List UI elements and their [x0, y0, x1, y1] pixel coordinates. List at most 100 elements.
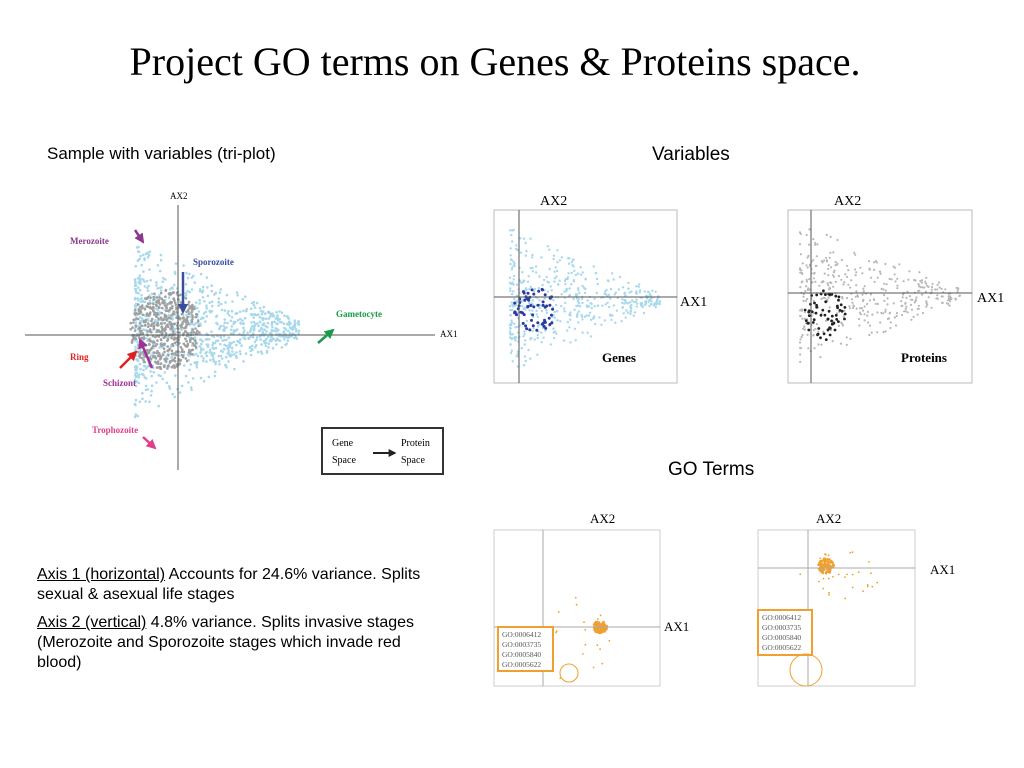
dot: [167, 335, 170, 339]
dot: [851, 301, 854, 304]
dot: [827, 577, 830, 580]
dot: [278, 339, 282, 343]
dot: [284, 343, 287, 347]
note: Axis 1 (horizontal) Accounts for 24.6% v…: [37, 565, 432, 605]
dot: [916, 307, 919, 310]
dot: [820, 297, 823, 300]
dot: [900, 300, 903, 303]
dot: [143, 307, 147, 311]
dot: [837, 295, 841, 299]
dot: [878, 270, 882, 273]
dot: [226, 346, 230, 350]
dot: [225, 293, 229, 297]
dot: [930, 285, 934, 289]
dot: [197, 331, 201, 334]
dot: [813, 243, 817, 246]
dot: [224, 301, 227, 304]
dot: [840, 278, 843, 281]
dot: [260, 312, 264, 316]
dot: [813, 347, 816, 350]
dot: [180, 328, 183, 332]
dot: [876, 302, 880, 306]
dot: [830, 281, 833, 285]
dot: [801, 317, 804, 320]
dot: [921, 286, 924, 289]
dot: [556, 319, 559, 322]
dot: [851, 586, 854, 589]
dot: [140, 329, 143, 333]
dot: [189, 363, 192, 366]
dot: [907, 278, 910, 281]
dot: [270, 339, 274, 342]
dot: [536, 315, 539, 319]
dot: [236, 319, 240, 322]
dot: [801, 333, 804, 337]
dot: [920, 279, 924, 282]
dot: [555, 303, 558, 307]
dot: [168, 387, 172, 390]
dot: [580, 313, 583, 317]
dot: [884, 330, 887, 333]
dot: [957, 287, 960, 290]
dot: [150, 292, 154, 296]
dot: [806, 297, 809, 301]
dot: [511, 333, 514, 336]
dot: [179, 346, 183, 349]
dot: [818, 562, 822, 565]
dot: [521, 300, 524, 303]
axis-label: AX1: [664, 619, 689, 634]
dot: [552, 314, 556, 317]
dot: [524, 287, 528, 290]
dot: [297, 332, 300, 335]
dot: [167, 385, 171, 388]
dot: [520, 347, 523, 350]
dot: [520, 281, 523, 284]
dot: [540, 287, 544, 291]
dot: [188, 272, 191, 276]
dot: [642, 311, 646, 315]
dot: [171, 344, 175, 348]
dot: [583, 621, 585, 624]
dot: [910, 318, 913, 321]
dot: [137, 292, 140, 295]
dot: [251, 348, 254, 352]
dot: [547, 316, 551, 320]
dot: [940, 295, 943, 298]
dot: [652, 304, 655, 307]
dot: [227, 336, 231, 340]
dot: [297, 323, 301, 326]
dot: [858, 317, 861, 321]
dot: [587, 314, 591, 317]
dot: [820, 343, 823, 346]
dot: [166, 303, 169, 306]
dot: [866, 310, 870, 313]
dot: [542, 336, 545, 339]
dot: [828, 326, 831, 330]
dot: [531, 256, 534, 259]
dot: [805, 264, 808, 267]
slide-title: Project GO terms on Genes & Proteins spa…: [129, 39, 861, 84]
dot: [570, 283, 573, 286]
dot: [519, 237, 522, 240]
dot: [538, 323, 541, 326]
dot: [147, 351, 151, 355]
dot: [219, 342, 222, 346]
dot: [555, 310, 559, 313]
dot: [166, 323, 169, 327]
dot: [623, 302, 626, 305]
dot: [193, 339, 197, 342]
dot: [548, 248, 551, 251]
dot: [166, 337, 170, 341]
dot: [607, 279, 610, 283]
dot: [201, 316, 205, 319]
dot: [137, 381, 141, 385]
dot: [205, 304, 208, 308]
dot: [908, 270, 911, 273]
dot: [948, 304, 951, 307]
dot: [194, 322, 198, 325]
dot: [211, 341, 215, 345]
dot: [575, 304, 578, 308]
dot: [553, 316, 557, 319]
dot: [166, 318, 169, 321]
dot: [134, 337, 138, 341]
